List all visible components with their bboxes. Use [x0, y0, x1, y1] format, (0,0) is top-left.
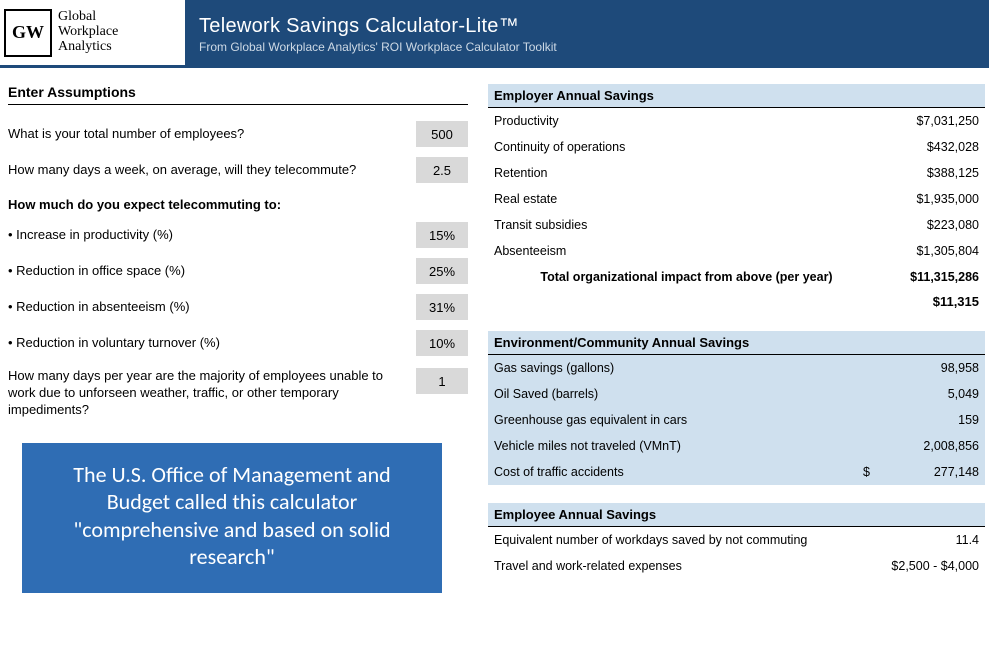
header-titles: Telework Savings Calculator-Lite™ From G… — [185, 0, 989, 65]
environment-label: Cost of traffic accidents — [494, 465, 863, 479]
environment-label: Gas savings (gallons) — [494, 361, 879, 375]
brand-line-2: Workplace — [58, 25, 118, 40]
environment-value: 5,049 — [879, 387, 979, 401]
employer-row: Productivity$7,031,250 — [488, 108, 985, 134]
assumption-row-office: Reduction in office space (%) 25% — [8, 258, 468, 284]
environment-row: Cost of traffic accidents$277,148 — [488, 459, 985, 485]
assumption-row-impediments: How many days per year are the majority … — [8, 368, 468, 419]
employer-value: $432,028 — [879, 140, 979, 154]
employer-label: Transit subsidies — [494, 218, 879, 232]
assumption-row-employees: What is your total number of employees? … — [8, 121, 468, 147]
environment-currency: $ — [863, 465, 879, 479]
assumptions-heading: Enter Assumptions — [8, 84, 468, 105]
assumption-label: Reduction in voluntary turnover (%) — [8, 335, 416, 352]
environment-row: Greenhouse gas equivalent in cars159 — [488, 407, 985, 433]
assumptions-subheading: How much do you expect telecommuting to: — [8, 197, 468, 212]
employer-label: Productivity — [494, 114, 879, 128]
employer-row: Absenteeism$1,305,804 — [488, 238, 985, 264]
employer-value: $223,080 — [879, 218, 979, 232]
app-header: GW Global Workplace Analytics Telework S… — [0, 0, 989, 68]
employee-savings-panel: Employee Annual Savings Equivalent numbe… — [488, 503, 985, 579]
employee-value: 11.4 — [879, 533, 979, 547]
assumption-row-absenteeism: Reduction in absenteeism (%) 31% — [8, 294, 468, 320]
employees-input[interactable]: 500 — [416, 121, 468, 147]
employer-secondary-value: $11,315 — [494, 294, 979, 309]
employee-row: Travel and work-related expenses$2,500 -… — [488, 553, 985, 579]
brand-line-3: Analytics — [58, 40, 118, 55]
employer-secondary-row: $11,315 — [488, 290, 985, 313]
environment-label: Vehicle miles not traveled (VMnT) — [494, 439, 879, 453]
employer-total-row: Total organizational impact from above (… — [488, 264, 985, 290]
employer-savings-body: Productivity$7,031,250Continuity of oper… — [488, 108, 985, 264]
results-panel: Employer Annual Savings Productivity$7,0… — [488, 84, 985, 597]
assumption-label: What is your total number of employees? — [8, 126, 416, 143]
employer-value: $1,305,804 — [879, 244, 979, 258]
environment-value: 98,958 — [879, 361, 979, 375]
assumption-row-days: How many days a week, on average, will t… — [8, 157, 468, 183]
main-content: Enter Assumptions What is your total num… — [0, 68, 989, 597]
environment-savings-panel: Environment/Community Annual Savings Gas… — [488, 331, 985, 485]
employer-total-value: $11,315,286 — [879, 270, 979, 284]
employer-label: Continuity of operations — [494, 140, 879, 154]
employer-row: Retention$388,125 — [488, 160, 985, 186]
employer-label: Real estate — [494, 192, 879, 206]
employer-value: $388,125 — [879, 166, 979, 180]
employee-savings-heading: Employee Annual Savings — [488, 503, 985, 527]
employer-total-label: Total organizational impact from above (… — [494, 270, 879, 284]
employee-label: Equivalent number of workdays saved by n… — [494, 533, 879, 547]
assumption-label: Reduction in absenteeism (%) — [8, 299, 416, 316]
environment-savings-body: Gas savings (gallons)98,958Oil Saved (ba… — [488, 355, 985, 485]
environment-value: 2,008,856 — [879, 439, 979, 453]
employee-label: Travel and work-related expenses — [494, 559, 879, 573]
brand-logo-box: GW Global Workplace Analytics — [0, 0, 185, 65]
assumption-row-productivity: Increase in productivity (%) 15% — [8, 222, 468, 248]
app-title: Telework Savings Calculator-Lite™ — [199, 15, 975, 38]
employee-row: Equivalent number of workdays saved by n… — [488, 527, 985, 553]
brand-logo-icon: GW — [4, 9, 52, 57]
environment-value: 159 — [879, 413, 979, 427]
environment-value: 277,148 — [879, 465, 979, 479]
employer-savings-panel: Employer Annual Savings Productivity$7,0… — [488, 84, 985, 313]
employer-label: Retention — [494, 166, 879, 180]
employee-savings-body: Equivalent number of workdays saved by n… — [488, 527, 985, 579]
days-input[interactable]: 2.5 — [416, 157, 468, 183]
environment-label: Greenhouse gas equivalent in cars — [494, 413, 879, 427]
absenteeism-input[interactable]: 31% — [416, 294, 468, 320]
employee-value: $2,500 - $4,000 — [879, 559, 979, 573]
turnover-input[interactable]: 10% — [416, 330, 468, 356]
brand-line-1: Global — [58, 10, 118, 25]
environment-label: Oil Saved (barrels) — [494, 387, 879, 401]
app-subtitle: From Global Workplace Analytics' ROI Wor… — [199, 40, 975, 54]
assumption-label: How many days a week, on average, will t… — [8, 162, 416, 179]
office-input[interactable]: 25% — [416, 258, 468, 284]
employer-savings-heading: Employer Annual Savings — [488, 84, 985, 108]
employer-label: Absenteeism — [494, 244, 879, 258]
employer-row: Real estate$1,935,000 — [488, 186, 985, 212]
environment-savings-heading: Environment/Community Annual Savings — [488, 331, 985, 355]
impediments-input[interactable]: 1 — [416, 368, 468, 394]
assumption-label: Increase in productivity (%) — [8, 227, 416, 244]
quote-callout: The U.S. Office of Management and Budget… — [22, 443, 442, 593]
employer-row: Transit subsidies$223,080 — [488, 212, 985, 238]
environment-row: Oil Saved (barrels)5,049 — [488, 381, 985, 407]
environment-row: Vehicle miles not traveled (VMnT)2,008,8… — [488, 433, 985, 459]
assumption-label: How many days per year are the majority … — [8, 368, 416, 419]
brand-name: Global Workplace Analytics — [58, 10, 118, 54]
assumption-label: Reduction in office space (%) — [8, 263, 416, 280]
productivity-input[interactable]: 15% — [416, 222, 468, 248]
employer-value: $7,031,250 — [879, 114, 979, 128]
employer-row: Continuity of operations$432,028 — [488, 134, 985, 160]
assumption-row-turnover: Reduction in voluntary turnover (%) 10% — [8, 330, 468, 356]
assumptions-panel: Enter Assumptions What is your total num… — [8, 84, 468, 597]
environment-row: Gas savings (gallons)98,958 — [488, 355, 985, 381]
employer-value: $1,935,000 — [879, 192, 979, 206]
